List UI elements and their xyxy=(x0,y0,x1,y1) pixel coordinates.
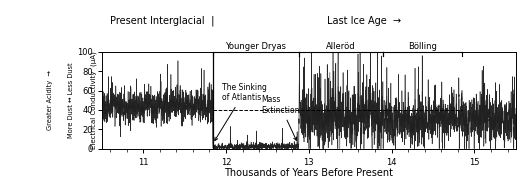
Text: Electrical Conductivity  (μA): Electrical Conductivity (μA) xyxy=(90,51,97,149)
X-axis label: Thousands of Years Before Present: Thousands of Years Before Present xyxy=(224,168,393,178)
Text: Alleröd: Alleröd xyxy=(326,42,356,51)
Text: More Dust ↔ Less Dust: More Dust ↔ Less Dust xyxy=(68,62,73,138)
Text: Last Ice Age  →: Last Ice Age → xyxy=(327,16,401,26)
Text: |: | xyxy=(211,15,215,26)
Text: Bölling: Bölling xyxy=(408,42,437,51)
Text: Greater Acidity  →: Greater Acidity → xyxy=(47,70,53,130)
Text: Younger Dryas: Younger Dryas xyxy=(225,42,287,51)
Text: Mass
Extinction: Mass Extinction xyxy=(261,95,299,140)
Text: Present Interglacial: Present Interglacial xyxy=(110,16,204,26)
Text: The Sinking
of Atlantis: The Sinking of Atlantis xyxy=(215,83,267,141)
